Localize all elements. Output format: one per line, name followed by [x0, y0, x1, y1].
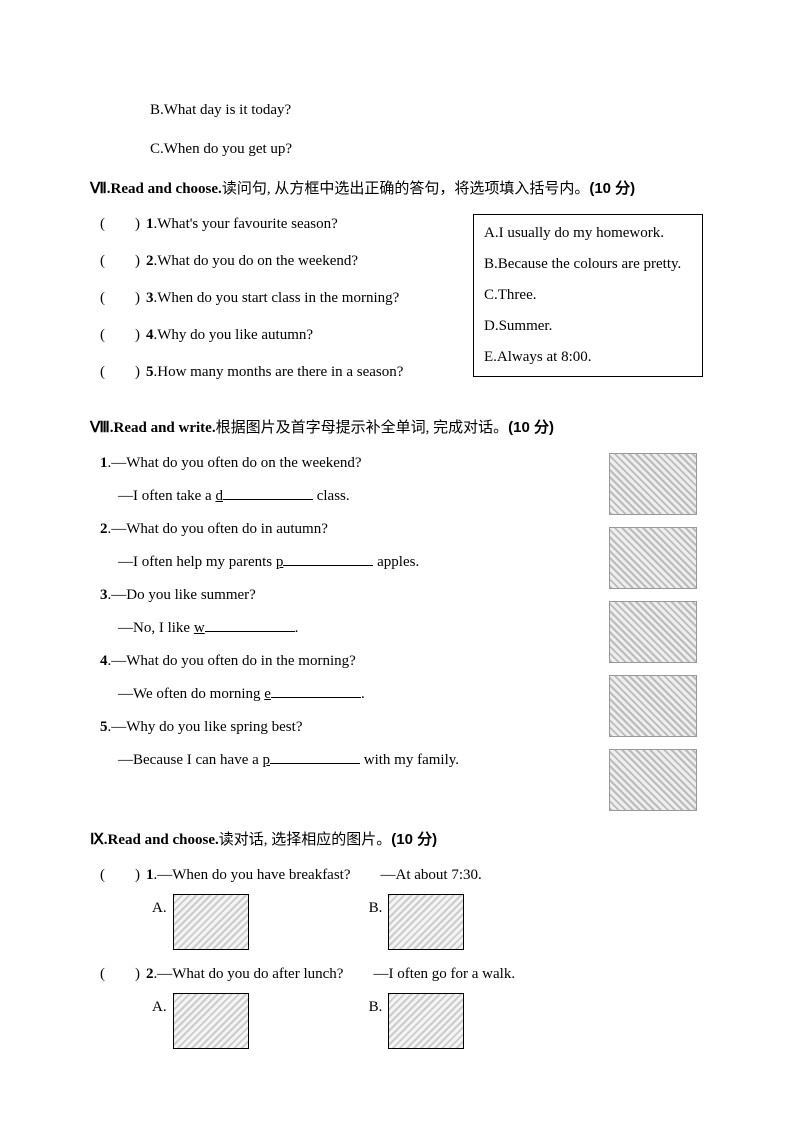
section-9-title: Ⅸ.Read and choose.读对话, 选择相应的图片。(10 分)	[90, 829, 703, 851]
q8-1-num: 1	[100, 455, 108, 471]
q9-2-img-b	[388, 993, 464, 1049]
q8-3: 3.—Do you like summer? —No, I like w.	[100, 585, 603, 639]
q8-4-num: 4	[100, 653, 108, 669]
image-dance	[609, 453, 697, 515]
q8-2: 2.—What do you often do in autumn? —I of…	[100, 519, 603, 573]
q9-1-num: 1	[146, 867, 154, 883]
option-c-text: C.When do you get up?	[150, 139, 703, 160]
q9-1-img-a	[173, 894, 249, 950]
q9-1-options: A. B.	[152, 894, 703, 950]
option-b-text: B.What day is it today?	[150, 100, 703, 121]
q8-3-num: 3	[100, 587, 108, 603]
opt-a-label: A.	[152, 898, 167, 919]
q8-5-post: with my family.	[360, 752, 459, 768]
q7-5: ( )5.How many months are there in a seas…	[100, 362, 465, 383]
q9-1-opt-b[interactable]: B.	[369, 894, 465, 950]
q9-2: ( )2.—What do you do after lunch?—I ofte…	[100, 964, 703, 1049]
section-7-title-cn: 读问句, 从方框中选出正确的答句，将选项填入括号内。	[222, 181, 590, 197]
section-8-points: (10 分)	[508, 419, 554, 436]
ans-b: B.Because the colours are pretty.	[484, 254, 692, 275]
q7-5-text: .How many months are there in a season?	[154, 364, 404, 380]
section-9-title-en: Ⅸ.Read and choose.	[90, 832, 219, 848]
q8-5-letter: p	[263, 752, 271, 768]
section-8-title: Ⅷ.Read and write.根据图片及首字母提示补全单词, 完成对话。(1…	[90, 417, 703, 439]
q8-2-num: 2	[100, 521, 108, 537]
q8-2-blank[interactable]	[283, 552, 373, 566]
ans-a: A.I usually do my homework.	[484, 223, 692, 244]
q8-1-letter: d	[215, 488, 223, 504]
opt-b-label-2: B.	[369, 997, 383, 1018]
opt-b-label: B.	[369, 898, 383, 919]
q8-1-q: .—What do you often do on the weekend?	[108, 455, 362, 471]
q8-5-q: .—Why do you like spring best?	[108, 719, 303, 735]
q7-2: ( )2.What do you do on the weekend?	[100, 251, 465, 272]
q9-1-img-b	[388, 894, 464, 950]
q9-2-num: 2	[146, 966, 154, 982]
q8-4-letter: e	[264, 686, 271, 702]
section-7-questions: ( )1.What's your favourite season? ( )2.…	[90, 214, 465, 399]
section-7-body: ( )1.What's your favourite season? ( )2.…	[90, 214, 703, 399]
q8-5-blank[interactable]	[270, 750, 360, 764]
q7-3-text: .When do you start class in the morning?	[154, 290, 400, 306]
section-8-images	[603, 453, 703, 811]
q8-1: 1.—What do you often do on the weekend? …	[100, 453, 603, 507]
section-9-title-cn: 读对话, 选择相应的图片。	[219, 832, 392, 848]
image-pick-apples	[609, 527, 697, 589]
section-7-answer-box: A.I usually do my homework. B.Because th…	[473, 214, 703, 377]
q8-2-post: apples.	[373, 554, 419, 570]
q8-5-pre: —Because I can have a	[118, 752, 263, 768]
q8-3-q: .—Do you like summer?	[108, 587, 256, 603]
section-8-body: 1.—What do you often do on the weekend? …	[90, 453, 703, 811]
q8-4-q: .—What do you often do in the morning?	[108, 653, 356, 669]
q9-2-q: .—What do you do after lunch?	[154, 966, 344, 982]
section-8-title-en: Ⅷ.Read and write.	[90, 420, 216, 436]
q9-2-img-a	[173, 993, 249, 1049]
section-8-items: 1.—What do you often do on the weekend? …	[90, 453, 603, 811]
q9-1: ( )1.—When do you have breakfast?—At abo…	[100, 865, 703, 950]
q8-5: 5.—Why do you like spring best? —Because…	[100, 717, 603, 771]
q8-4-pre: —We often do morning	[118, 686, 264, 702]
section-7-title-en: Ⅶ.Read and choose.	[90, 181, 222, 197]
q9-2-opt-b[interactable]: B.	[369, 993, 465, 1049]
q8-4: 4.—What do you often do in the morning? …	[100, 651, 603, 705]
q7-1: ( )1.What's your favourite season?	[100, 214, 465, 235]
q8-3-post: .	[295, 620, 299, 636]
q7-1-text: .What's your favourite season?	[154, 216, 338, 232]
q7-2-text: .What do you do on the weekend?	[154, 253, 359, 269]
q8-2-q: .—What do you often do in autumn?	[108, 521, 328, 537]
q8-4-blank[interactable]	[271, 684, 361, 698]
ans-e: E.Always at 8:00.	[484, 347, 692, 368]
q8-1-pre: —I often take a	[118, 488, 215, 504]
section-9-points: (10 分)	[391, 831, 437, 848]
q9-2-options: A. B.	[152, 993, 703, 1049]
image-picnic	[609, 749, 697, 811]
q7-4: ( )4.Why do you like autumn?	[100, 325, 465, 346]
q8-4-post: .	[361, 686, 365, 702]
image-exercises	[609, 675, 697, 737]
q9-2-a: —I often go for a walk.	[373, 966, 515, 982]
q8-1-post: class.	[313, 488, 350, 504]
q8-3-letter: w	[194, 620, 205, 636]
q8-2-letter: p	[276, 554, 284, 570]
q9-1-q: .—When do you have breakfast?	[154, 867, 351, 883]
q8-3-blank[interactable]	[205, 618, 295, 632]
section-7-points: (10 分)	[589, 180, 635, 197]
q9-1-a: —At about 7:30.	[381, 867, 482, 883]
section-8-title-cn: 根据图片及首字母提示补全单词, 完成对话。	[216, 420, 509, 436]
q8-5-num: 5	[100, 719, 108, 735]
q9-1-opt-a[interactable]: A.	[152, 894, 249, 950]
section-7-title: Ⅶ.Read and choose.读问句, 从方框中选出正确的答句，将选项填入…	[90, 178, 703, 200]
q7-4-text: .Why do you like autumn?	[154, 327, 314, 343]
image-winter	[609, 601, 697, 663]
q7-3: ( )3.When do you start class in the morn…	[100, 288, 465, 309]
q9-2-opt-a[interactable]: A.	[152, 993, 249, 1049]
q8-1-blank[interactable]	[223, 486, 313, 500]
ans-c: C.Three.	[484, 285, 692, 306]
ans-d: D.Summer.	[484, 316, 692, 337]
q8-2-pre: —I often help my parents	[118, 554, 276, 570]
opt-a-label-2: A.	[152, 997, 167, 1018]
q8-3-pre: —No, I like	[118, 620, 194, 636]
